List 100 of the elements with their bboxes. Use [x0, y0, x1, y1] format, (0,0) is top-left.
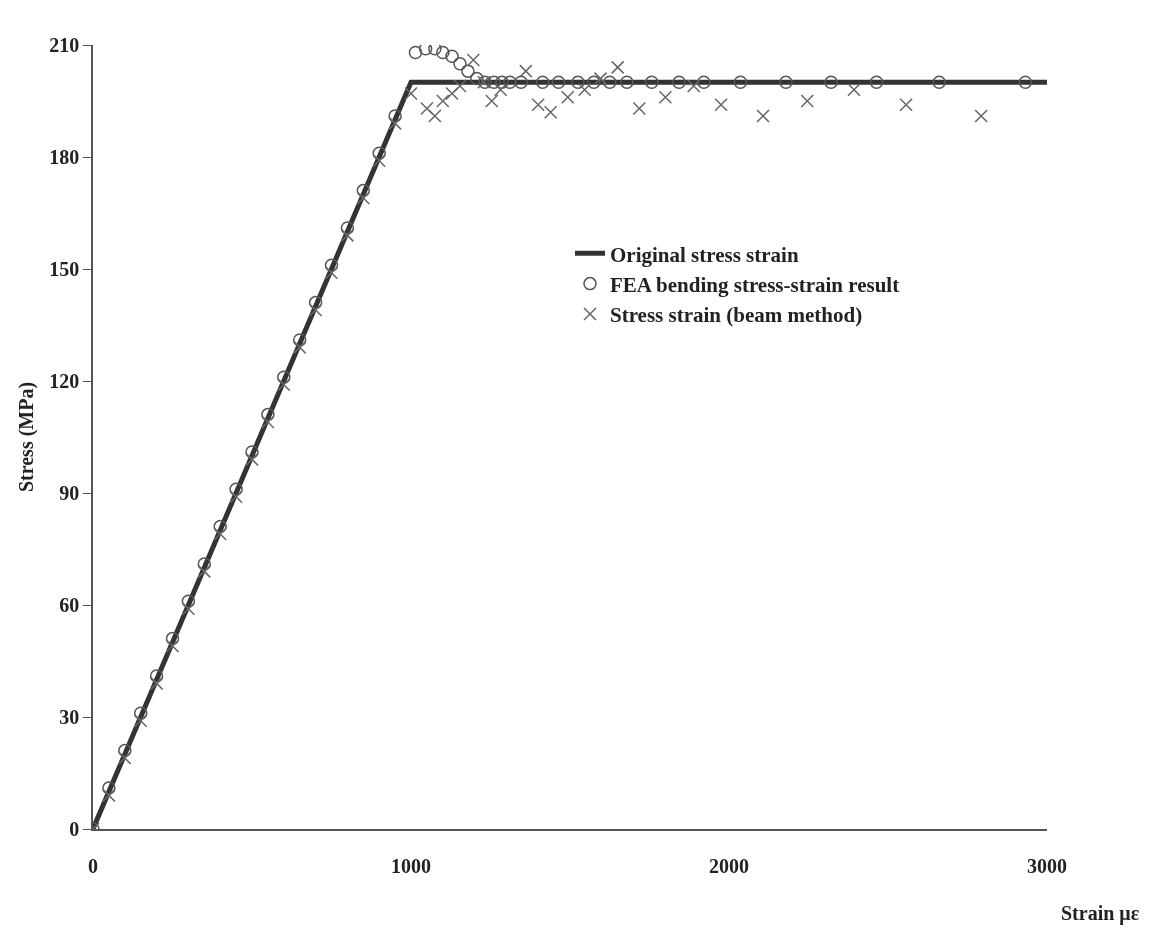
point: [531, 97, 545, 112]
y-tick-label: 30: [59, 706, 80, 728]
point: [149, 669, 164, 683]
point: [453, 79, 467, 93]
point: [587, 75, 601, 90]
point: [493, 83, 508, 97]
point: [779, 75, 793, 90]
point: [551, 75, 566, 90]
point: [470, 71, 484, 86]
point: [561, 90, 575, 105]
point: [340, 221, 355, 235]
x-tick-label: 3000: [1027, 854, 1067, 877]
y-tick-label: 0: [69, 818, 80, 840]
point: [686, 79, 701, 93]
point: [133, 713, 148, 728]
point: [503, 75, 517, 90]
point: [408, 45, 423, 60]
legend-label: Stress strain (beam method): [610, 303, 863, 328]
point: [593, 71, 608, 86]
y-tick-label: 150: [49, 258, 80, 280]
point: [418, 45, 433, 56]
point: [356, 183, 371, 198]
point: [453, 56, 467, 71]
point: [292, 340, 307, 355]
point: [197, 557, 212, 571]
point: [658, 90, 673, 105]
point: [388, 109, 402, 123]
point: [372, 153, 386, 168]
y-tick-label: 120: [49, 370, 80, 392]
point: [714, 97, 728, 112]
point: [733, 75, 748, 90]
y-tick-label: 180: [49, 146, 80, 168]
point: [632, 101, 647, 116]
point: [213, 527, 227, 541]
point: [324, 258, 339, 273]
point: [308, 303, 323, 317]
point: [102, 788, 116, 803]
point: [213, 519, 227, 534]
point: [245, 452, 259, 467]
point: [436, 94, 450, 108]
point: [495, 75, 509, 90]
y-tick-label: 90: [59, 482, 80, 504]
point: [932, 75, 946, 90]
point: [756, 109, 770, 123]
point: [261, 415, 275, 429]
point: [535, 75, 550, 90]
point: [800, 94, 814, 108]
point: [165, 639, 180, 653]
point: [974, 109, 988, 123]
point: [672, 75, 686, 90]
point: [165, 631, 180, 646]
x-tick-label: 2000: [709, 854, 749, 877]
point: [277, 377, 291, 392]
point: [292, 333, 307, 347]
legend-label: FEA bending stress-strain result: [610, 272, 900, 297]
point: [324, 265, 339, 280]
point: [181, 594, 196, 609]
point: [133, 706, 148, 721]
point: [824, 75, 838, 90]
point: [181, 601, 196, 616]
point: [466, 53, 481, 67]
x-tick-label: 1000: [391, 854, 431, 877]
point: [445, 86, 459, 101]
point: [356, 191, 371, 205]
point: [487, 75, 501, 90]
x-axis-title: Strain με: [1061, 902, 1140, 925]
point: [485, 94, 499, 108]
point: [869, 75, 884, 90]
point: [610, 60, 625, 75]
point: [245, 445, 259, 459]
point: [577, 83, 592, 97]
point: [340, 228, 355, 243]
point: [102, 781, 116, 795]
point: [571, 75, 585, 90]
point: [514, 75, 528, 90]
point: [603, 75, 617, 90]
point: [519, 64, 533, 78]
x-tick-label: 0: [88, 854, 98, 877]
point: [847, 83, 861, 97]
point: [308, 295, 323, 310]
point: [118, 743, 132, 758]
point: [428, 109, 442, 123]
y-tick-label: 60: [59, 594, 80, 616]
point: [899, 97, 913, 112]
point: [428, 45, 442, 56]
point: [277, 370, 291, 385]
point: [420, 101, 434, 116]
point: [197, 564, 212, 579]
point: [229, 482, 243, 497]
point: [404, 86, 418, 101]
point: [697, 75, 711, 90]
point: [461, 64, 475, 78]
point: [644, 75, 659, 90]
point: [543, 105, 558, 119]
point: [1018, 75, 1033, 90]
legend-label: Original stress strain: [610, 242, 799, 267]
point: [388, 116, 402, 131]
point: [118, 751, 132, 765]
point: [445, 49, 459, 63]
point: [229, 489, 243, 504]
